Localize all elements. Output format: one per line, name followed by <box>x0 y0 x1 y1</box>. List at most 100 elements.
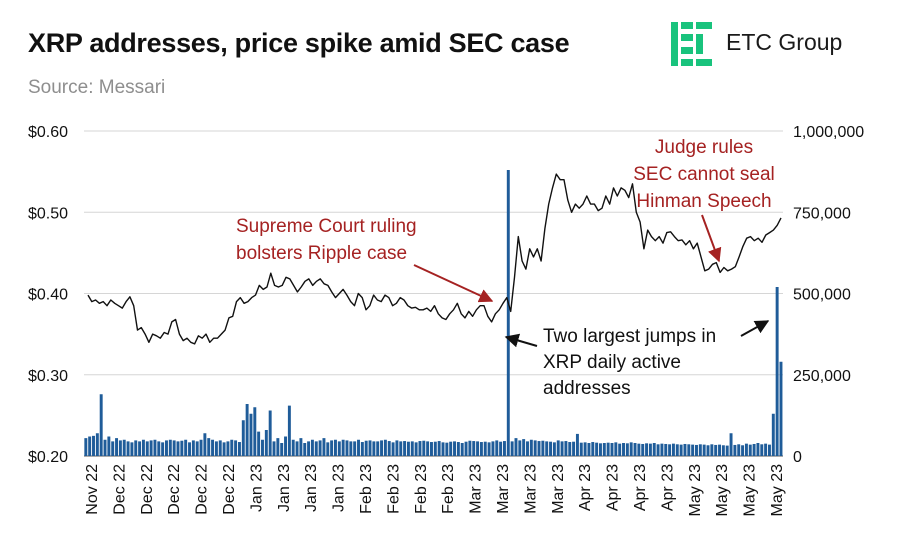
address-bar <box>399 441 403 456</box>
address-bar <box>111 441 115 456</box>
address-bar <box>560 441 564 456</box>
address-bar <box>729 433 733 456</box>
x-axis-tick-label: Mar 23 <box>550 464 567 514</box>
address-bar <box>234 440 238 456</box>
address-bar <box>395 440 399 456</box>
address-bar <box>364 440 368 456</box>
address-bar <box>237 442 241 456</box>
address-bar <box>495 440 499 456</box>
address-bar <box>84 438 88 456</box>
left-axis-tick-label: $0.60 <box>28 124 68 141</box>
left-axis-tick-label: $0.50 <box>28 205 68 222</box>
address-bar <box>618 443 622 456</box>
address-bar <box>741 445 745 456</box>
right-axis-tick-label: 750,000 <box>793 205 851 222</box>
address-bar <box>245 404 249 456</box>
address-bar <box>287 405 291 456</box>
address-bar <box>180 440 184 456</box>
address-bar <box>188 442 191 456</box>
address-bar <box>115 438 119 456</box>
x-axis-tick-label: Dec 22 <box>166 464 183 515</box>
address-bar <box>752 443 756 456</box>
address-bar <box>587 443 591 456</box>
address-bar <box>330 440 334 456</box>
x-axis-tick-label: Apr 23 <box>632 464 649 511</box>
address-bar <box>118 440 122 456</box>
x-axis-tick-label: Dec 22 <box>194 464 211 515</box>
address-bar <box>149 440 153 456</box>
address-bar <box>725 445 729 456</box>
address-bar <box>253 407 257 456</box>
address-bar <box>357 439 360 456</box>
address-bar <box>602 443 606 456</box>
address-bar <box>176 441 180 456</box>
x-axis-tick-label: May 23 <box>714 464 731 517</box>
address-bar <box>614 442 618 456</box>
address-bar <box>345 440 349 456</box>
address-bar <box>230 439 234 456</box>
address-bar <box>756 443 760 456</box>
x-axis-tick-label: Feb 23 <box>440 464 457 514</box>
address-bar <box>675 444 679 456</box>
address-bar <box>568 442 572 456</box>
x-axis-tick-label: Dec 22 <box>221 464 238 515</box>
address-bar <box>257 431 261 456</box>
address-bar <box>625 443 629 456</box>
address-bar <box>134 440 138 456</box>
address-bar <box>683 443 687 456</box>
right-axis-tick-label: 250,000 <box>793 368 851 385</box>
address-bar <box>698 444 702 456</box>
x-axis-tick-label: Feb 23 <box>413 464 430 514</box>
address-bar <box>733 444 737 456</box>
address-bar <box>591 442 595 456</box>
address-bar <box>664 443 668 456</box>
address-bar <box>322 438 326 456</box>
x-axis-tick-label: May 23 <box>687 464 704 517</box>
address-bar <box>422 440 426 456</box>
annotation-arrow-jump1 <box>504 333 538 348</box>
address-bar <box>103 439 107 456</box>
right-axis-tick-label: 500,000 <box>793 287 851 304</box>
address-bar <box>468 440 472 456</box>
address-bar <box>441 442 445 456</box>
x-axis-tick-label: Mar 23 <box>522 464 539 514</box>
address-bar <box>760 444 764 456</box>
address-bar <box>333 439 337 456</box>
address-bar <box>522 439 526 456</box>
right-axis-tick-label: 1,000,000 <box>793 124 864 141</box>
address-bar <box>122 439 126 456</box>
address-bar <box>145 441 149 456</box>
address-bar <box>564 441 568 456</box>
annotation-judge-rules: Judge rules <box>655 137 753 158</box>
address-bar <box>679 444 683 456</box>
address-bar <box>430 442 433 456</box>
address-bar <box>572 441 576 456</box>
left-axis-tick-label: $0.40 <box>28 287 68 304</box>
address-bar <box>99 394 103 456</box>
address-bar <box>518 440 522 456</box>
address-bar <box>218 440 222 456</box>
address-bar <box>583 442 587 456</box>
address-bar <box>211 439 215 456</box>
address-bar <box>648 443 652 456</box>
address-bar <box>449 441 453 456</box>
address-bar <box>695 444 698 456</box>
address-bar <box>552 442 556 456</box>
address-bar <box>456 442 460 456</box>
address-bar <box>775 287 779 456</box>
address-bar <box>687 444 691 456</box>
address-bar <box>184 439 188 456</box>
address-bar <box>633 443 637 456</box>
address-bar <box>141 439 145 456</box>
address-bar <box>514 438 518 456</box>
x-axis-tick-label: Jan 23 <box>303 464 320 512</box>
address-bar <box>299 438 303 456</box>
address-bar <box>502 441 506 456</box>
address-bar <box>168 439 172 456</box>
address-bar <box>157 441 161 456</box>
left-axis-tick-label: $0.30 <box>28 368 68 385</box>
x-axis-tick-label: Jan 23 <box>331 464 348 512</box>
address-bar <box>353 441 357 456</box>
address-bar <box>526 441 529 456</box>
